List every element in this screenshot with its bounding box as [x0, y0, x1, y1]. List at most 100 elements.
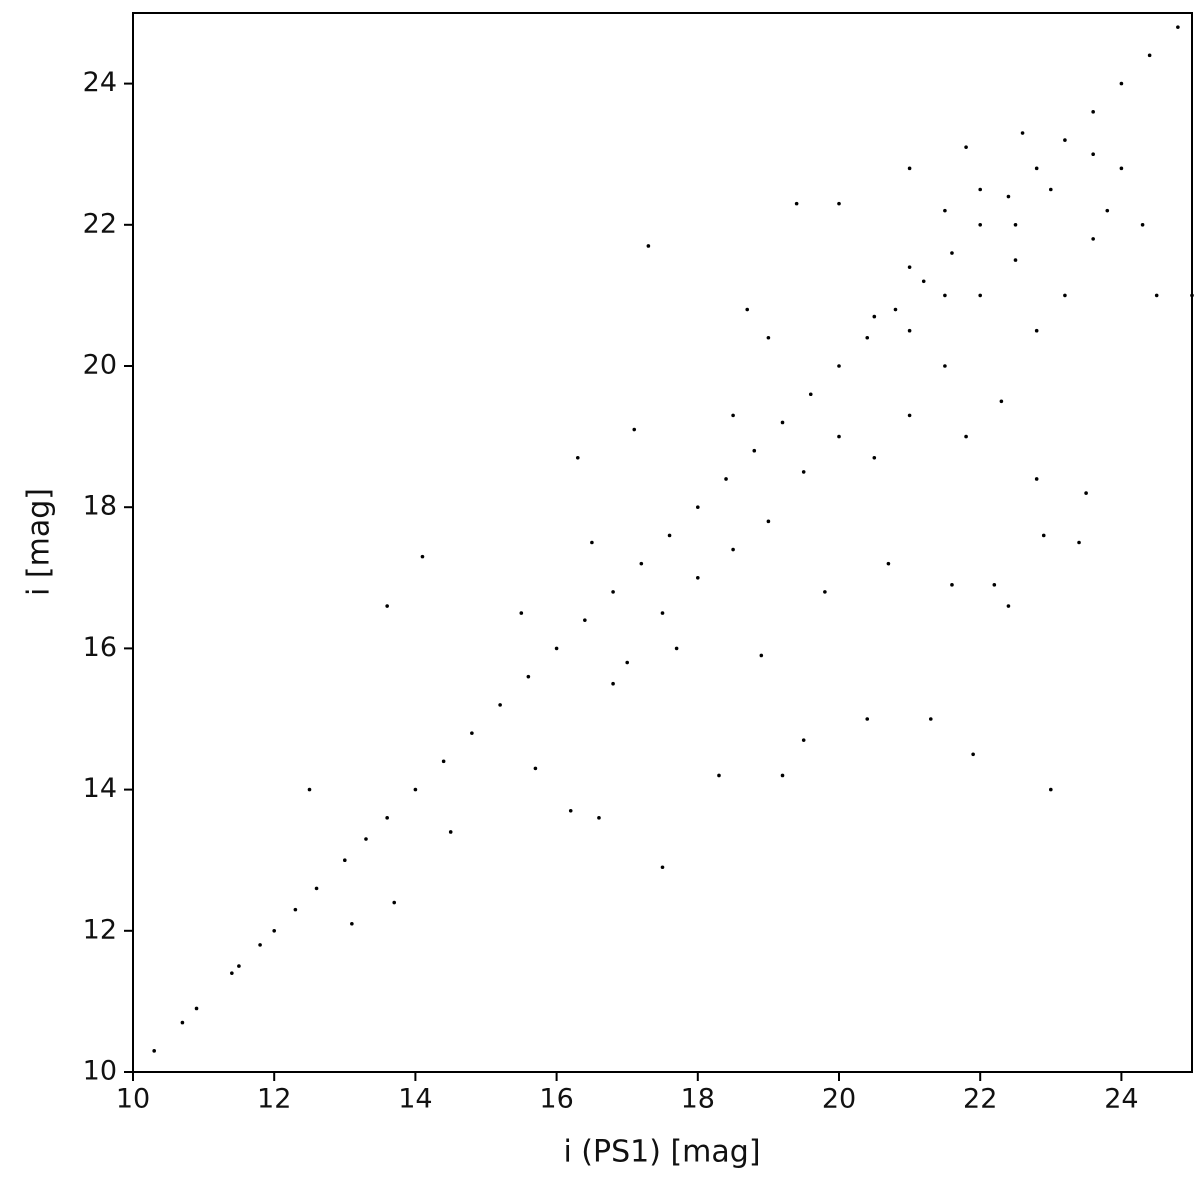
point	[837, 434, 841, 439]
point	[978, 223, 982, 227]
point	[470, 731, 474, 735]
point	[978, 293, 982, 298]
point	[1049, 787, 1053, 792]
point	[413, 787, 418, 792]
point	[420, 554, 425, 559]
x-tick-label: 14	[398, 1084, 432, 1115]
point	[943, 293, 947, 298]
point	[568, 808, 573, 813]
point	[759, 653, 764, 658]
point	[350, 921, 354, 926]
point	[1034, 477, 1039, 481]
point	[886, 561, 891, 566]
point	[1176, 25, 1180, 29]
point	[1077, 540, 1081, 545]
point	[660, 865, 665, 870]
point	[272, 929, 277, 933]
point	[1006, 604, 1011, 608]
point	[575, 455, 580, 460]
point	[801, 470, 806, 474]
point	[1034, 166, 1039, 171]
point	[660, 611, 665, 615]
point	[258, 943, 262, 947]
point	[1013, 223, 1018, 227]
y-tick-label: 14	[83, 773, 117, 804]
point	[364, 837, 368, 841]
point	[717, 773, 721, 778]
point	[519, 611, 524, 615]
point	[928, 717, 933, 721]
y-tick-label: 12	[83, 914, 117, 945]
point	[1119, 166, 1124, 171]
point	[1063, 293, 1067, 298]
point	[731, 413, 735, 418]
point	[808, 392, 813, 397]
x-tick-label: 18	[681, 1084, 715, 1115]
y-tick-label: 10	[83, 1056, 117, 1087]
x-tick-label: 20	[822, 1084, 856, 1115]
x-tick-label: 16	[539, 1084, 573, 1115]
x-tick-label: 22	[963, 1084, 997, 1115]
y-tick-label: 16	[83, 632, 117, 663]
y-tick-label: 24	[83, 67, 117, 98]
point	[1034, 328, 1039, 333]
point	[1140, 223, 1145, 227]
point	[921, 279, 926, 284]
point	[766, 335, 771, 340]
point	[1147, 53, 1152, 58]
x-axis-label: i (PS1) [mag]	[563, 1135, 760, 1170]
x-tick-label: 10	[116, 1084, 150, 1115]
point	[1084, 491, 1088, 495]
point	[752, 448, 757, 453]
point	[194, 1006, 199, 1011]
point	[667, 533, 672, 538]
point	[992, 583, 997, 587]
point	[674, 646, 679, 651]
point	[293, 907, 298, 912]
point	[964, 434, 968, 439]
point	[893, 307, 898, 312]
y-tick-label: 22	[83, 208, 117, 239]
point	[590, 540, 594, 545]
point	[625, 660, 629, 665]
point	[307, 787, 312, 792]
point	[1091, 152, 1095, 156]
point	[950, 251, 954, 255]
point	[1154, 293, 1159, 298]
point	[865, 335, 870, 340]
point	[837, 364, 841, 368]
point	[526, 674, 531, 679]
point	[1091, 110, 1095, 114]
point	[943, 208, 947, 213]
point	[865, 717, 870, 721]
point	[392, 900, 397, 905]
point	[314, 886, 319, 891]
point	[180, 1020, 185, 1025]
point	[237, 964, 241, 968]
point	[646, 244, 651, 248]
point	[597, 816, 601, 820]
point	[745, 307, 750, 312]
point	[230, 971, 234, 975]
point	[343, 858, 347, 862]
point	[766, 519, 771, 524]
point	[978, 187, 982, 192]
point	[1006, 194, 1011, 199]
axes-frame	[132, 12, 1193, 1073]
point	[611, 681, 615, 686]
y-axis-label: i [mag]	[22, 488, 57, 596]
point	[152, 1049, 156, 1053]
point	[1105, 208, 1110, 213]
point	[448, 830, 453, 834]
x-tick-label: 12	[257, 1084, 291, 1115]
point	[1119, 81, 1124, 86]
point	[611, 590, 615, 594]
point	[1091, 237, 1095, 241]
point	[801, 738, 806, 742]
point	[943, 364, 947, 368]
point	[872, 314, 877, 319]
point	[907, 265, 912, 269]
point	[533, 766, 538, 771]
